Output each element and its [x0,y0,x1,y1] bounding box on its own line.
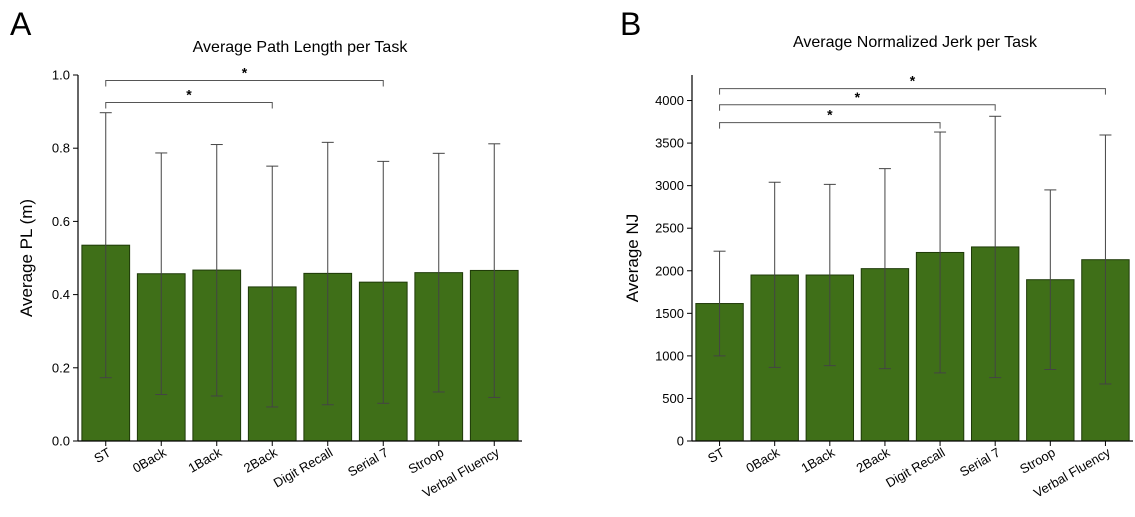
x-tick-label-a-1: 0Back [130,444,169,475]
significance-bracket-b-2 [719,88,1106,95]
y-tick-label-b-4: 2000 [655,263,684,278]
y-tick-label-b-2: 1000 [655,348,684,363]
x-tick-label-a-3: 2Back [241,444,280,475]
y-tick-label-a-3: 0.6 [52,214,70,229]
significance-star-b-1: * [855,89,861,105]
y-tick-label-a-4: 0.8 [52,141,70,156]
significance-bracket-a-1 [105,79,384,87]
y-tick-label-b-0: 0 [677,434,684,449]
x-tick-label-a-0: ST [91,445,113,466]
x-tick-label-a-6: Stroop [406,445,447,477]
x-tick-label-b-0: ST [705,445,727,466]
y-tick-label-b-1: 500 [662,391,684,406]
chart-title-b: Average Normalized Jerk per Task [793,34,1038,51]
significance-bracket-b-0 [719,122,941,129]
y-tick-label-a-5: 1.0 [52,68,70,83]
x-tick-label-b-2: 1Back [799,444,838,475]
chart-title-a: Average Path Length per Task [193,39,409,56]
significance-star-b-2: * [910,73,916,89]
x-tick-label-b-6: Stroop [1017,445,1058,477]
significance-bracket-a-0 [105,101,273,109]
y-tick-label-a-2: 0.4 [52,287,70,302]
y-axis-label-a: Average PL (m) [17,199,36,317]
x-tick-label-a-4: Digit Recall [271,445,336,491]
significance-bracket-b-1 [719,104,996,111]
y-tick-label-b-3: 1500 [655,306,684,321]
x-tick-label-a-2: 1Back [185,444,224,475]
x-tick-label-b-5: Serial 7 [957,445,1003,480]
x-tick-label-a-5: Serial 7 [345,445,391,480]
x-tick-label-b-3: 2Back [854,444,893,475]
significance-star-b-0: * [827,107,833,123]
x-tick-label-b-4: Digit Recall [883,445,948,491]
significance-star-a-0: * [186,86,192,102]
y-tick-label-a-1: 0.2 [52,360,70,375]
panel-a-label: A [10,6,32,42]
y-tick-label-b-7: 3500 [655,136,684,151]
significance-star-a-1: * [242,64,248,80]
y-axis-label-b: Average NJ [623,214,642,303]
x-tick-label-b-1: 0Back [743,444,782,475]
y-tick-label-b-6: 3000 [655,178,684,193]
panel-b-label: B [620,6,642,42]
y-tick-label-b-8: 4000 [655,93,684,108]
y-tick-label-a-0: 0.0 [52,434,70,449]
y-tick-label-b-5: 2500 [655,221,684,236]
